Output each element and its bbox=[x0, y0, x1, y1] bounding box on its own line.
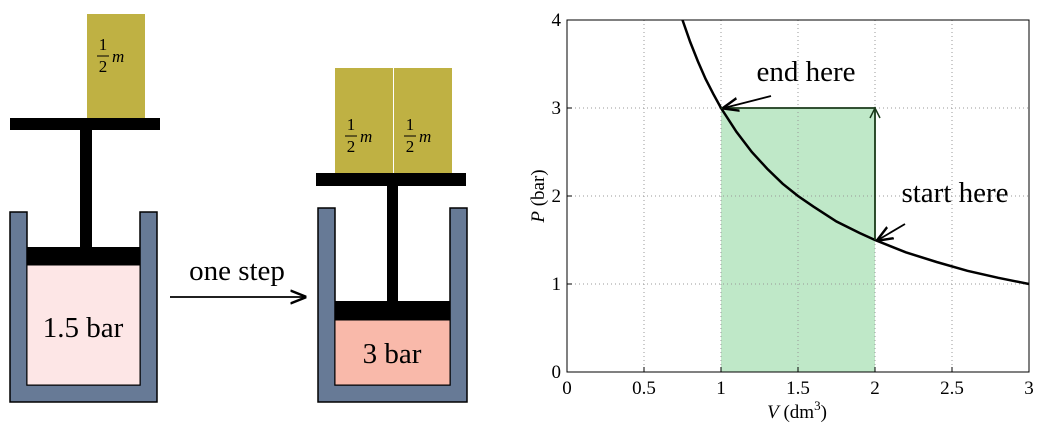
y-tick-label: 0 bbox=[552, 362, 562, 383]
annotation-arrow bbox=[878, 224, 905, 240]
piston-head bbox=[335, 301, 450, 320]
x-tick-label: 0.5 bbox=[632, 378, 656, 399]
x-axis-label: V (dm3) bbox=[767, 398, 827, 423]
annotation-arrow bbox=[724, 96, 771, 108]
x-tick-label: 2 bbox=[870, 378, 880, 399]
plate bbox=[10, 118, 160, 130]
x-close: ) bbox=[821, 402, 827, 423]
annotation: start here bbox=[901, 177, 1008, 209]
y-tick-label: 2 bbox=[552, 186, 562, 207]
numerator: 1 bbox=[99, 35, 108, 54]
pressure-label: 1.5 bar bbox=[43, 312, 124, 344]
piston-before: 1 2 m 1.5 bar bbox=[10, 14, 160, 402]
weight bbox=[394, 68, 452, 173]
y-unit: (bar) bbox=[528, 169, 549, 206]
figure: 1 2 m 1.5 bar one step 1 2 m 1 2 m 3 bar… bbox=[0, 0, 1039, 427]
x-symbol: V bbox=[767, 402, 781, 423]
denominator: 2 bbox=[99, 57, 108, 76]
piston-after: 1 2 m 1 2 m 3 bar bbox=[316, 68, 467, 402]
step-label: one step bbox=[189, 255, 285, 287]
variable: m bbox=[419, 127, 431, 146]
x-tick-label: 2.5 bbox=[940, 378, 964, 399]
x-tick-label: 0 bbox=[562, 378, 572, 399]
x-tick-label: 3 bbox=[1024, 378, 1034, 399]
y-tick-label: 1 bbox=[552, 274, 562, 295]
plate bbox=[316, 173, 466, 186]
y-axis-label: P (bar) bbox=[528, 169, 549, 223]
y-tick-label: 4 bbox=[552, 10, 562, 31]
numerator: 1 bbox=[406, 115, 415, 134]
x-tick-label: 1 bbox=[716, 378, 726, 399]
denominator: 2 bbox=[347, 137, 356, 156]
denominator: 2 bbox=[406, 137, 415, 156]
variable: m bbox=[360, 127, 372, 146]
piston-head bbox=[27, 247, 140, 265]
x-tick-label: 1.5 bbox=[786, 378, 810, 399]
rod bbox=[80, 128, 92, 248]
numerator: 1 bbox=[347, 115, 356, 134]
y-symbol: P bbox=[528, 211, 549, 224]
annotation: end here bbox=[756, 56, 855, 88]
weight bbox=[87, 14, 145, 118]
pressure-label: 3 bar bbox=[363, 338, 422, 370]
weight bbox=[335, 68, 393, 173]
y-tick-label: 3 bbox=[552, 98, 562, 119]
variable: m bbox=[112, 47, 124, 66]
rod bbox=[387, 185, 398, 302]
chart: V (dm3) P (bar) 0 0.5 1 1.5 2 2.5 3 0 1 2 3 4 end he… bbox=[528, 10, 1034, 423]
x-unit: (dm bbox=[783, 402, 814, 423]
